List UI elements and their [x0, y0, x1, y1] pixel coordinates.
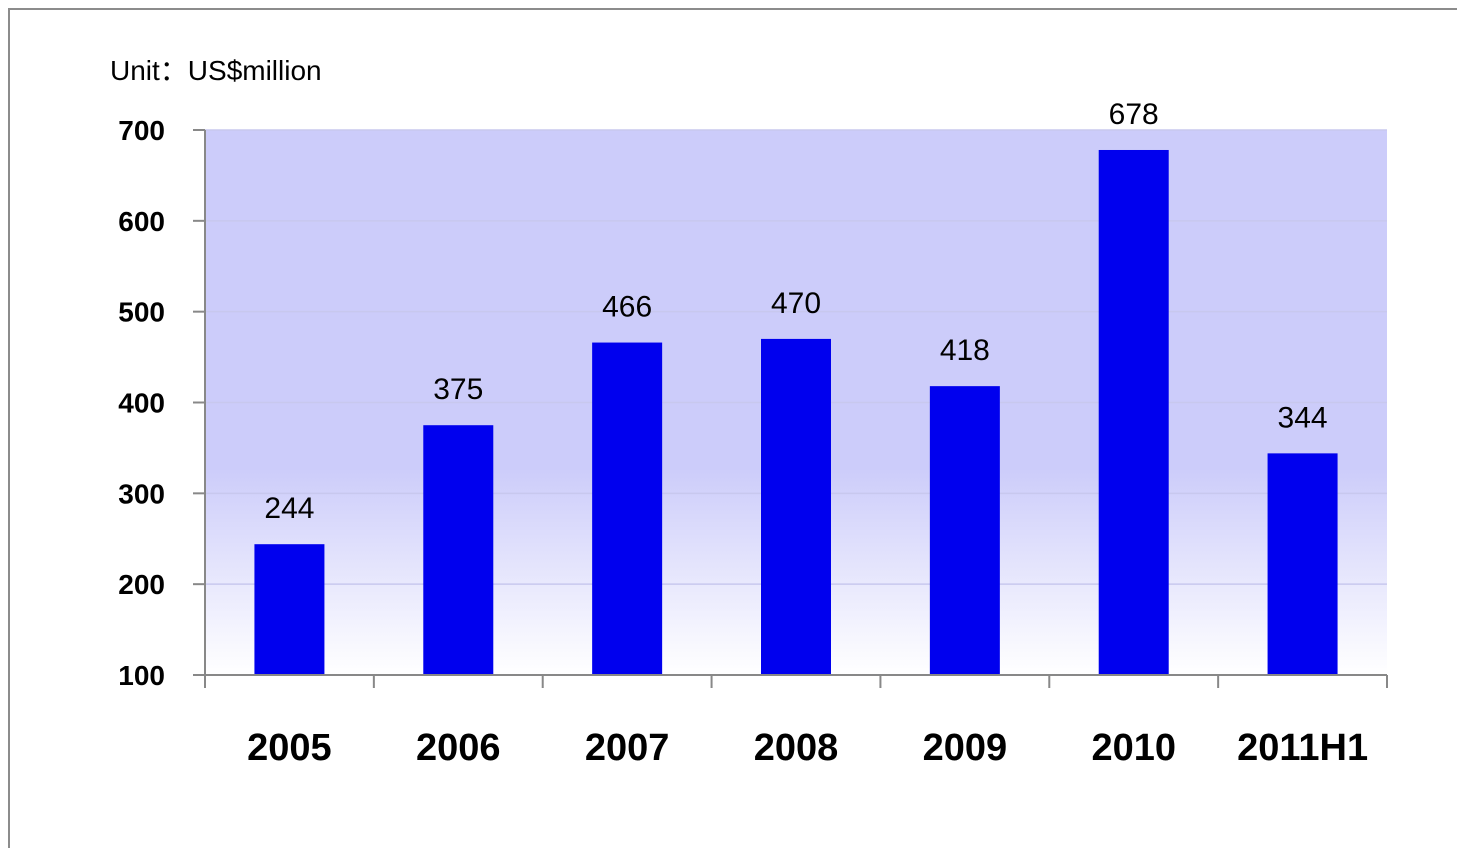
y-tick-label-100: 100: [118, 660, 165, 691]
x-tick-label-2007: 2007: [585, 727, 670, 769]
bar-2007: [592, 342, 663, 675]
x-tick-label-2011H1: 2011H1: [1237, 727, 1368, 769]
x-tick-label-2006: 2006: [416, 727, 501, 769]
y-tick-label-400: 400: [118, 388, 165, 419]
x-tick-label-2008: 2008: [754, 727, 839, 769]
x-axis-ticks: 2005 2006 2007 2008 2009 2010 2011H1: [247, 727, 1368, 769]
y-axis-ticks: 100 200 300 400 500 600 700: [118, 115, 165, 691]
bar-2006: [423, 425, 494, 675]
bar-2005: [254, 544, 325, 675]
bar-2010: [1098, 149, 1169, 675]
x-tick-label-2005: 2005: [247, 727, 332, 769]
axes: [193, 129, 1388, 688]
bars: [254, 149, 1338, 675]
data-label-2007: 466: [602, 291, 652, 324]
y-tick-label-300: 300: [118, 478, 165, 509]
data-label-2010: 678: [1109, 98, 1159, 131]
data-labels: 244 375 466 470 418 678 344: [264, 98, 1327, 525]
x-tick-label-2010: 2010: [1091, 727, 1176, 769]
data-label-2005: 244: [264, 492, 314, 525]
x-tick-label-2009: 2009: [923, 727, 1008, 769]
y-tick-label-700: 700: [118, 115, 165, 146]
y-tick-label-500: 500: [118, 297, 165, 328]
bar-2011H1: [1267, 453, 1338, 675]
unit-label: Unit：US$million: [110, 55, 322, 86]
data-label-2006: 375: [433, 373, 483, 406]
y-tick-label-200: 200: [118, 569, 165, 600]
data-label-2011H1: 344: [1278, 401, 1328, 434]
y-tick-label-600: 600: [118, 206, 165, 237]
bar-2008: [761, 338, 831, 675]
chart-frame: [8, 8, 1457, 848]
data-label-2008: 470: [771, 287, 821, 320]
bar-2009: [929, 386, 1000, 675]
data-label-2009: 418: [940, 334, 990, 367]
